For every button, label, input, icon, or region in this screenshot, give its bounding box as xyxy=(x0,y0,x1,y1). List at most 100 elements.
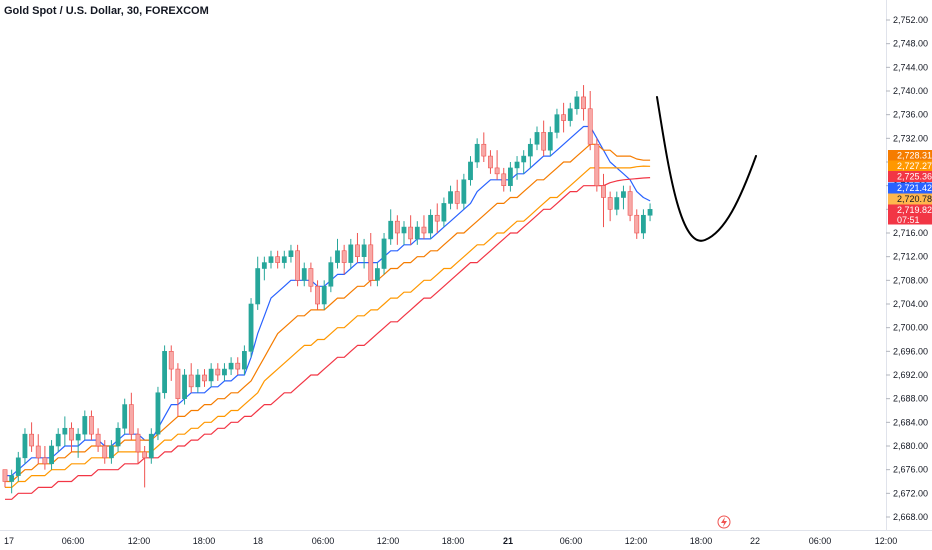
candle-body xyxy=(421,226,427,234)
candle-body xyxy=(414,226,420,240)
candle-body xyxy=(175,368,181,399)
candle-body xyxy=(527,143,533,157)
x-tick-label: 06:00 xyxy=(312,536,335,546)
candle-body xyxy=(55,433,61,447)
x-tick-label: 12:00 xyxy=(128,536,151,546)
y-tick-label: 2,672.00 xyxy=(893,488,928,498)
candle-body xyxy=(202,374,207,382)
x-tick-label: 12:00 xyxy=(377,536,400,546)
y-tick-label: 2,680.00 xyxy=(893,441,928,451)
y-tick-label: 2,692.00 xyxy=(893,370,928,380)
candle-body xyxy=(62,427,68,435)
candle-body xyxy=(488,155,493,169)
candle-body xyxy=(248,303,254,352)
ema-line-3 xyxy=(5,177,651,500)
candle-body xyxy=(534,132,540,145)
x-tick-label: 18:00 xyxy=(442,536,465,546)
price-badge-label: 2,725.36 xyxy=(897,172,932,182)
candle-body xyxy=(434,214,440,222)
price-badge xyxy=(888,214,932,225)
candle-body xyxy=(95,433,101,447)
candle-body xyxy=(335,250,340,263)
ema-line-1 xyxy=(5,143,651,483)
candle-body xyxy=(348,244,354,263)
candle-body xyxy=(49,445,54,465)
candle-body xyxy=(148,433,154,459)
y-tick-label: 2,688.00 xyxy=(893,394,928,404)
candle-body xyxy=(42,457,48,465)
x-tick-label: 12:00 xyxy=(625,536,648,546)
price-badge xyxy=(888,182,932,194)
candle-body xyxy=(168,351,174,370)
x-tick-label: 21 xyxy=(503,536,513,546)
candle-body xyxy=(109,445,114,459)
candle-body xyxy=(69,427,74,441)
price-badge-label: 2,719.82 xyxy=(897,205,932,215)
ema-line-2 xyxy=(5,165,651,488)
candle-body xyxy=(2,469,8,482)
candle-body xyxy=(627,191,633,216)
candle-body xyxy=(567,108,573,121)
x-tick-label: 18:00 xyxy=(193,536,216,546)
candle-body xyxy=(634,214,640,234)
drawing-curve xyxy=(656,96,757,242)
price-badge-label: 2,720.78 xyxy=(897,194,932,204)
candle-body xyxy=(441,203,447,222)
candle-body xyxy=(561,114,566,121)
candle-body xyxy=(222,368,227,376)
y-tick-label: 2,744.00 xyxy=(893,62,928,72)
candle-body xyxy=(381,238,387,269)
candle-body xyxy=(507,167,513,186)
candle-body xyxy=(587,108,593,145)
candle-body xyxy=(288,250,294,257)
x-tick-label: 18 xyxy=(253,536,263,546)
candle-body xyxy=(547,132,553,151)
x-tick-label: 18:00 xyxy=(690,536,713,546)
candle-body xyxy=(328,262,334,287)
candle-body xyxy=(268,256,274,263)
y-tick-label: 2,676.00 xyxy=(893,465,928,475)
candle-body xyxy=(182,374,187,399)
candle-body xyxy=(541,132,547,151)
candle-body xyxy=(275,256,281,263)
ema-line-0 xyxy=(5,125,651,477)
candle-body xyxy=(295,250,300,281)
candle-body xyxy=(75,433,81,441)
flash-icon xyxy=(717,515,731,529)
candle-body xyxy=(408,226,414,240)
price-badge xyxy=(888,193,932,205)
candle-body xyxy=(15,457,21,476)
y-tick-label: 2,748.00 xyxy=(893,39,928,49)
y-tick-label: 2,732.00 xyxy=(893,133,928,143)
candle-body xyxy=(388,220,394,240)
candle-body xyxy=(228,362,234,370)
price-badge xyxy=(888,160,932,172)
candle-body xyxy=(514,161,520,169)
candle-body xyxy=(607,197,613,210)
x-tick-label: 12:00 xyxy=(875,536,898,546)
candle-body xyxy=(374,268,380,281)
candle-body xyxy=(494,167,500,175)
candle-body xyxy=(142,451,148,459)
candle-body xyxy=(594,143,600,186)
y-tick-label: 2,700.00 xyxy=(893,323,928,333)
candle-body xyxy=(102,445,108,459)
candle-body xyxy=(315,285,320,305)
candle-body xyxy=(640,214,646,234)
candle-body xyxy=(647,209,653,216)
candle-body xyxy=(35,445,41,459)
candle-body xyxy=(601,185,606,198)
candle-body xyxy=(215,368,221,376)
price-badge xyxy=(888,204,932,216)
candle-body xyxy=(235,362,241,370)
price-badge-label: 2,728.31 xyxy=(897,151,932,161)
y-tick-label: 2,704.00 xyxy=(893,299,928,309)
candle-body xyxy=(448,191,453,204)
candle-body xyxy=(135,433,141,453)
candle-body xyxy=(162,351,167,394)
candle-body xyxy=(188,374,194,388)
candle-body xyxy=(341,250,347,263)
candle-body xyxy=(401,226,407,234)
x-tick-label: 22 xyxy=(750,536,760,546)
